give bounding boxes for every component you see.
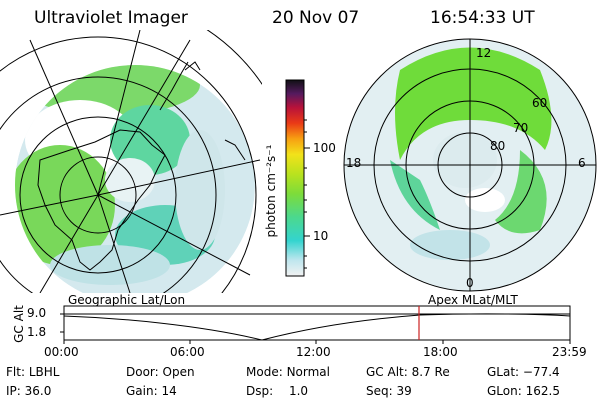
timeline-frame <box>63 305 571 341</box>
glon-value: 162.5 <box>525 384 560 398</box>
geo-panel <box>0 30 262 293</box>
door-label: Door: <box>126 365 159 379</box>
timeline-xtick: 18:00 <box>423 345 458 359</box>
polar-panel-label: Apex MLat/MLT <box>428 293 518 307</box>
polar-panel <box>343 38 597 292</box>
lat-circle <box>19 116 177 274</box>
instrument-title: Ultraviolet Imager <box>34 8 188 28</box>
coastline-islands <box>184 61 246 161</box>
door-info: Door: Open <box>126 365 195 379</box>
ip-value: 36.0 <box>24 384 52 398</box>
dsp-label: Dsp: <box>246 384 274 398</box>
gain-info: Gain: 14 <box>126 384 177 398</box>
gain-value: 14 <box>161 384 177 398</box>
gain-label: Gain: <box>126 384 158 398</box>
glat-value: −77.4 <box>522 365 560 379</box>
mode-label: Mode: <box>246 365 283 379</box>
dsp-value: 1.0 <box>288 384 309 398</box>
lat-circle <box>0 76 217 293</box>
colorbar-tick-100: 100 <box>313 141 336 155</box>
timeline-plot <box>60 305 571 344</box>
coastline-peninsula <box>159 61 189 111</box>
colorbar <box>285 79 305 277</box>
mode-info: Mode: Normal <box>246 365 330 379</box>
colorbar-unit-label: photon cm⁻²s⁻¹ <box>264 144 278 238</box>
mlat-label-60: 60 <box>532 96 548 110</box>
glat-label: GLat: <box>487 365 520 379</box>
gcalt-label: GC Alt: <box>366 365 408 379</box>
date-label: 20 Nov 07 <box>272 8 360 28</box>
filter-info: Flt: LBHL <box>6 365 59 379</box>
lat-circle <box>59 156 137 234</box>
door-value: Open <box>162 365 195 379</box>
glat-info: GLat: −77.4 <box>487 365 560 379</box>
mlt-label-18: 18 <box>346 156 362 170</box>
seq-info: Seq: 39 <box>366 384 412 398</box>
glon-label: GLon: <box>487 384 522 398</box>
gcalt-info: GC Alt: 8.7 Re <box>366 365 450 379</box>
timeline-xtick: 23:59 <box>552 345 587 359</box>
ip-info: IP: 36.0 <box>6 384 51 398</box>
time-label: 16:54:33 UT <box>430 8 535 28</box>
timeline-xtick: 06:00 <box>170 345 205 359</box>
seq-value: 39 <box>396 384 412 398</box>
timeline-ytick-1.8: 1.8 <box>27 325 47 339</box>
meridians <box>0 30 261 293</box>
colorbar-tick-10: 10 <box>313 229 329 243</box>
ip-label: IP: <box>6 384 21 398</box>
geo-panel-label: Geographic Lat/Lon <box>68 293 186 307</box>
mlt-label-6: 6 <box>578 156 586 170</box>
timeline-ytick-9: 9.0 <box>27 306 47 320</box>
timeline-xtick: 12:00 <box>296 345 331 359</box>
mlt-label-0: 0 <box>466 276 474 290</box>
mlat-label-70: 70 <box>513 121 529 135</box>
dsp-info: Dsp: 1.0 <box>246 384 308 398</box>
timeline-ylabel: GC Alt <box>12 305 26 343</box>
colorbar-ticks <box>304 119 310 269</box>
mode-value: Normal <box>286 365 330 379</box>
filter-label: Flt: <box>6 365 25 379</box>
altitude-curve <box>63 313 571 341</box>
lat-circle <box>0 36 257 293</box>
coastline-antarctica <box>37 129 166 271</box>
geo-image <box>15 65 255 293</box>
mlt-label-12: 12 <box>476 46 492 60</box>
mlat-label-80: 80 <box>490 139 506 153</box>
timeline-xtick: 00:00 <box>44 345 79 359</box>
seq-label: Seq: <box>366 384 393 398</box>
gcalt-value: 8.7 Re <box>411 365 450 379</box>
timeline-ticks <box>60 313 571 344</box>
glon-info: GLon: 162.5 <box>487 384 560 398</box>
filter-value: LBHL <box>28 365 60 379</box>
